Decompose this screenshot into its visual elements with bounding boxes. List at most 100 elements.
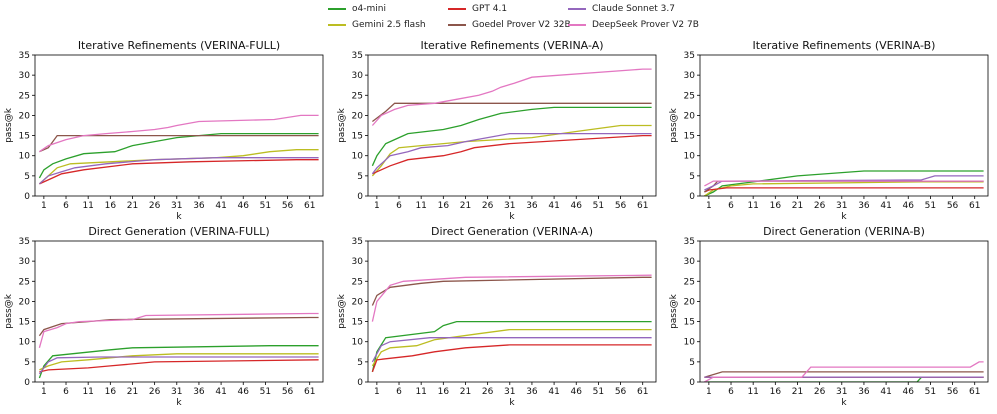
y-tick-label: 35 <box>19 51 30 61</box>
legend-item: Gemini 2.5 flash <box>328 20 426 30</box>
x-tick-label: 41 <box>880 201 891 211</box>
series-line <box>704 181 984 196</box>
y-tick-label: 15 <box>19 318 30 328</box>
x-tick-label: 1 <box>706 387 712 397</box>
legend-label: Claude Sonnet 3.7 <box>592 4 675 14</box>
x-tick-label: 41 <box>215 387 226 397</box>
x-tick-label: 56 <box>947 201 959 211</box>
y-tick-label: 10 <box>684 338 696 348</box>
x-axis-label: k <box>841 398 847 408</box>
y-tick-label: 10 <box>684 152 696 162</box>
legend-item: DeepSeek Prover V2 7B <box>568 20 699 30</box>
series-line <box>704 170 984 196</box>
x-tick-label: 1 <box>374 201 380 211</box>
plot-frame <box>34 54 324 197</box>
x-tick-label: 51 <box>593 387 604 397</box>
y-tick-label: 20 <box>352 297 364 307</box>
series-line <box>371 276 652 306</box>
x-tick-label: 31 <box>171 387 182 397</box>
series-line <box>704 180 984 187</box>
series-line <box>39 359 319 373</box>
x-tick-label: 41 <box>548 201 559 211</box>
legend-label: o4-mini <box>352 4 386 14</box>
y-tick-label: 30 <box>684 71 696 81</box>
chart-title: Iterative Refinements (VERINA-A) <box>420 39 603 52</box>
x-tick-label: 46 <box>238 201 250 211</box>
x-axis-label: k <box>841 212 847 222</box>
x-tick-label: 11 <box>415 201 426 211</box>
y-tick-label: 15 <box>352 132 363 142</box>
x-tick-label: 21 <box>792 201 803 211</box>
series-line <box>38 132 319 179</box>
y-tick-label: 5 <box>357 172 363 182</box>
x-tick-label: 26 <box>149 387 161 397</box>
x-tick-label: 1 <box>41 201 47 211</box>
x-tick-label: 6 <box>396 387 402 397</box>
chart-title: Iterative Refinements (VERINA-B) <box>753 39 936 52</box>
x-tick-label: 36 <box>193 201 205 211</box>
y-tick-label: 25 <box>352 277 363 287</box>
x-tick-label: 61 <box>304 387 315 397</box>
series-line <box>371 132 652 175</box>
plot-frame <box>367 54 657 197</box>
x-tick-label: 11 <box>747 387 758 397</box>
y-tick-label: 35 <box>684 237 695 247</box>
legend-item: o4-mini <box>328 4 386 14</box>
y-axis-label: pass@k <box>337 107 347 143</box>
y-tick-label: 0 <box>357 192 363 202</box>
x-tick-label: 56 <box>615 387 627 397</box>
y-tick-label: 5 <box>24 172 30 182</box>
x-tick-label: 31 <box>504 387 515 397</box>
legend-swatch <box>328 8 346 10</box>
series-line <box>38 316 319 337</box>
x-tick-label: 21 <box>460 387 471 397</box>
x-tick-label: 1 <box>374 387 380 397</box>
y-tick-label: 25 <box>19 91 30 101</box>
x-axis-label: k <box>176 398 182 408</box>
chart-title: Direct Generation (VERINA-FULL) <box>88 225 269 238</box>
y-tick-label: 20 <box>684 111 696 121</box>
y-tick-label: 0 <box>24 192 30 202</box>
series-line <box>704 376 984 382</box>
x-tick-label: 51 <box>593 201 604 211</box>
x-tick-label: 31 <box>504 201 515 211</box>
y-tick-label: 5 <box>24 358 30 368</box>
plot-frame <box>699 54 989 197</box>
series-line <box>39 159 319 185</box>
legend-swatch <box>328 24 346 26</box>
series-line <box>39 353 319 371</box>
x-tick-label: 11 <box>82 387 93 397</box>
y-tick-label: 5 <box>689 358 695 368</box>
x-tick-label: 51 <box>925 201 936 211</box>
y-axis-label: pass@k <box>4 293 14 329</box>
series-line <box>371 344 652 373</box>
series-line <box>704 371 984 378</box>
x-tick-label: 56 <box>282 201 294 211</box>
x-tick-label: 6 <box>728 387 734 397</box>
x-tick-label: 51 <box>260 387 271 397</box>
chart-panel: Direct Generation (VERINA-FULL) 0 5 10 15 20 2… <box>4 225 324 408</box>
x-tick-label: 36 <box>193 387 205 397</box>
legend-label: DeepSeek Prover V2 7B <box>592 20 699 30</box>
series-line <box>372 134 652 175</box>
x-tick-label: 21 <box>127 387 138 397</box>
x-tick-label: 41 <box>880 387 891 397</box>
series-line <box>371 274 652 322</box>
y-axis-label: pass@k <box>669 293 679 329</box>
x-tick-label: 56 <box>615 201 627 211</box>
y-tick-label: 35 <box>684 51 695 61</box>
series-line <box>371 106 652 167</box>
plot-frame <box>367 240 657 383</box>
y-axis-label: pass@k <box>4 107 14 143</box>
y-tick-label: 20 <box>684 297 696 307</box>
x-tick-label: 41 <box>548 387 559 397</box>
x-tick-label: 36 <box>526 201 538 211</box>
y-tick-label: 5 <box>689 172 695 182</box>
y-tick-label: 15 <box>684 132 695 142</box>
y-tick-label: 15 <box>684 318 695 328</box>
x-tick-label: 61 <box>969 201 980 211</box>
x-tick-label: 21 <box>460 201 471 211</box>
x-tick-label: 36 <box>858 201 870 211</box>
y-tick-label: 30 <box>19 257 31 267</box>
